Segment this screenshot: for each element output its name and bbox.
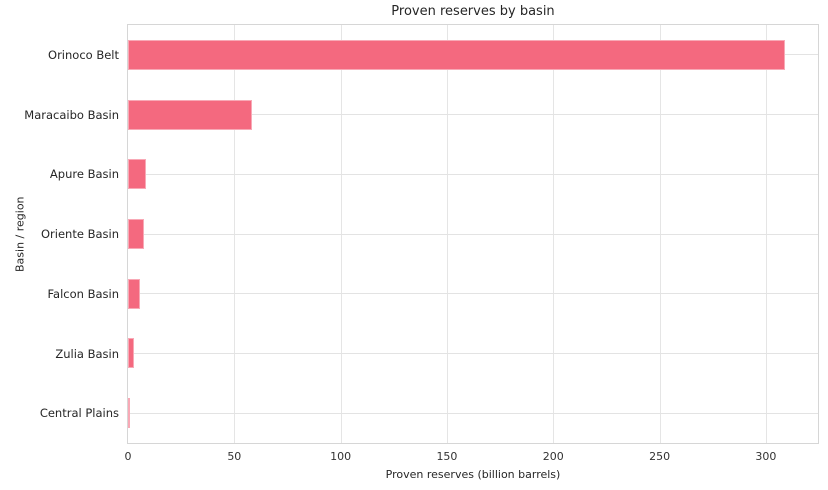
category-label: Apure Basin	[49, 167, 119, 182]
x-tick-label: 150	[436, 450, 458, 463]
category-label: Zulia Basin	[55, 346, 119, 361]
x-tick-label: 300	[755, 450, 777, 463]
x-tick-label: 0	[124, 450, 132, 463]
plot-area	[127, 24, 819, 444]
bar-orinoco-belt	[128, 39, 786, 70]
bar-zulia-basin	[128, 338, 135, 369]
horizontal-gridline	[128, 173, 818, 175]
chart-title: Proven reserves by basin	[391, 4, 555, 19]
bar-central-plains	[128, 398, 130, 429]
bar-apure-basin	[128, 159, 147, 190]
horizontal-gridline	[128, 114, 818, 116]
x-tick-label: 250	[649, 450, 671, 463]
category-axis: Orinoco Belt Maracaibo Basin Apure Basin Or…	[0, 24, 119, 444]
horizontal-gridline	[128, 412, 818, 414]
category-label: Central Plains	[39, 406, 119, 421]
bar-oriente-basin	[128, 219, 144, 249]
horizontal-gridline	[128, 293, 818, 295]
horizontal-gridline	[128, 352, 818, 354]
x-axis-label: Proven reserves (billion barrels)	[385, 468, 561, 481]
horizontal-gridline	[128, 233, 818, 235]
category-label: Orinoco Belt	[48, 48, 119, 62]
x-tick-label: 50	[227, 450, 242, 463]
x-tick-label: 100	[330, 450, 352, 463]
bar-maracaibo-basin	[128, 99, 253, 130]
bar-falcon-basin	[128, 278, 140, 309]
category-label: Falcon Basin	[47, 286, 119, 301]
x-tick-labels: 0 50 100 150 200 250 300	[0, 450, 828, 466]
category-label: Oriente Basin	[41, 227, 119, 242]
category-label: Maracaibo Basin	[24, 107, 119, 122]
x-tick-label: 200	[542, 450, 564, 463]
